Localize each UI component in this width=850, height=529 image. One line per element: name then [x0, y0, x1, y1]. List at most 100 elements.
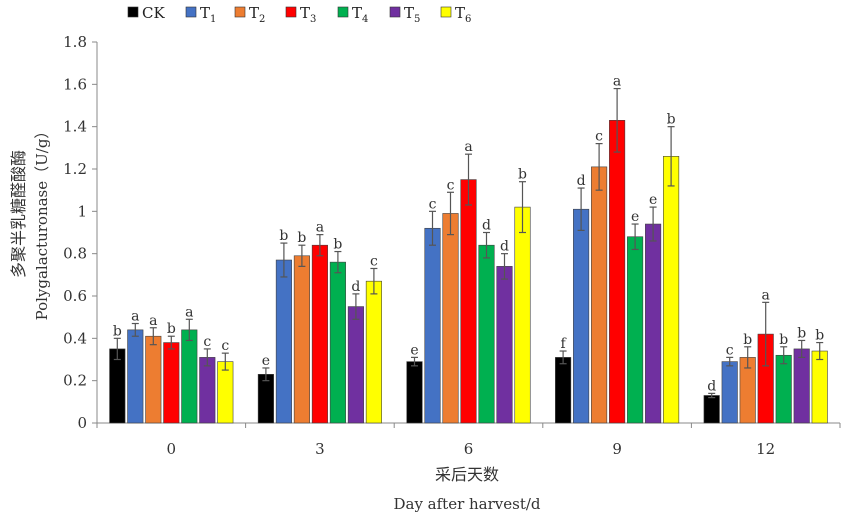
bar	[199, 357, 216, 424]
significance-letter: c	[429, 196, 437, 212]
significance-letter: b	[297, 230, 306, 246]
bar	[145, 335, 162, 424]
bar	[775, 354, 792, 424]
bar	[663, 156, 680, 424]
bar	[257, 374, 274, 424]
x-tick-label: 6	[464, 440, 474, 458]
significance-letter: b	[815, 328, 824, 344]
bar	[514, 206, 531, 424]
legend-label-subscript: 2	[259, 14, 265, 25]
legend-label: T6	[455, 4, 471, 25]
significance-letter: b	[333, 237, 342, 253]
legend-swatch	[234, 6, 246, 18]
significance-letter: b	[167, 321, 176, 337]
significance-letter: b	[743, 332, 752, 348]
bar	[365, 280, 382, 424]
significance-letter: e	[631, 209, 639, 225]
bar	[591, 166, 608, 424]
legend-label: T2	[249, 4, 265, 25]
significance-letter: b	[797, 325, 806, 341]
bar	[217, 361, 234, 424]
legend-swatch	[127, 6, 139, 18]
y-tick-label: 0.4	[63, 329, 87, 347]
legend-label: T5	[404, 4, 420, 25]
significance-letter: a	[762, 287, 770, 303]
axis-titles: 采后天数 Day after harvest/d 多聚半乳糖醛酸酶 Polyga…	[9, 124, 541, 513]
bar	[442, 213, 459, 424]
legend-swatch	[285, 6, 297, 18]
legend-label-name: T	[455, 4, 465, 22]
legend-label-subscript: 1	[210, 14, 216, 25]
y-tick-label: 0	[77, 414, 87, 432]
significance-letter: c	[203, 334, 211, 350]
legend-label: T4	[352, 4, 368, 25]
bar	[275, 259, 292, 424]
y-tick-label: 1.8	[63, 33, 87, 51]
legend-label-subscript: 5	[414, 14, 420, 25]
bar	[793, 348, 810, 424]
y-tick-label: 0.8	[63, 245, 87, 263]
legend-label: CK	[142, 4, 165, 22]
significance-letter: c	[595, 129, 603, 145]
legend-label-name: T	[300, 4, 310, 22]
error-bars	[113, 87, 824, 399]
bar	[703, 395, 720, 424]
bar	[460, 179, 477, 424]
bar	[127, 329, 144, 424]
significance-letter: a	[464, 139, 472, 155]
significance-letter: c	[726, 342, 734, 358]
axes: 0 0.2 0.4 0.6 0.8 1 1.2 1.4 1.6 1.8 0 3 6 9 12	[63, 33, 841, 458]
x-tick-label: 3	[315, 440, 325, 458]
bar	[627, 236, 644, 424]
significance-letter: b	[779, 332, 788, 348]
significance-letter: a	[613, 74, 621, 90]
y-tick-label: 0.6	[63, 287, 87, 305]
significance-letter: b	[279, 228, 288, 244]
legend-swatch	[440, 6, 452, 18]
y-tick-label: 1	[77, 202, 87, 220]
significance-letter: d	[351, 279, 360, 295]
y-tick-label: 1.4	[63, 118, 87, 136]
bars	[109, 120, 828, 424]
significance-letter: c	[370, 253, 378, 269]
significance-letter: f	[561, 336, 568, 352]
bar	[573, 208, 590, 424]
legend-swatch	[389, 6, 401, 18]
legend-label-name: T	[249, 4, 259, 22]
x-tick-label: 0	[167, 440, 177, 458]
significance-letter: a	[131, 309, 139, 325]
legend-label-name: T	[352, 4, 362, 22]
y-tick-label: 1.2	[63, 160, 87, 178]
legend-label-subscript: 6	[465, 14, 471, 25]
y-tick-label: 1.6	[63, 75, 87, 93]
x-tick-label: 12	[756, 440, 775, 458]
x-tick-label: 9	[612, 440, 622, 458]
legend-swatch	[185, 6, 197, 18]
bar	[811, 350, 828, 424]
significance-letter: a	[316, 220, 324, 236]
legend-label: T3	[300, 4, 316, 25]
significance-letter: d	[707, 378, 716, 394]
legend-label-name: T	[200, 4, 210, 22]
significance-letter: e	[262, 353, 270, 369]
legend-label-name: T	[404, 4, 414, 22]
legend-label-subscript: 4	[362, 14, 368, 25]
x-axis-title-en: Day after harvest/d	[393, 495, 540, 513]
legend-label-subscript: 3	[310, 14, 316, 25]
bar	[645, 223, 662, 424]
legend: CK T1 T2 T3 T4 T5 T6	[127, 4, 471, 25]
bar	[163, 342, 180, 424]
legend-label: T1	[200, 4, 216, 25]
bar	[496, 266, 513, 424]
bar	[347, 306, 364, 424]
significance-letter: b	[518, 167, 527, 183]
bar	[311, 244, 328, 424]
bar	[478, 244, 495, 424]
significance-letter: a	[149, 313, 157, 329]
bar	[293, 255, 310, 424]
significance-letter: b	[667, 112, 676, 128]
bar	[329, 261, 346, 424]
significance-letter: d	[577, 173, 586, 189]
